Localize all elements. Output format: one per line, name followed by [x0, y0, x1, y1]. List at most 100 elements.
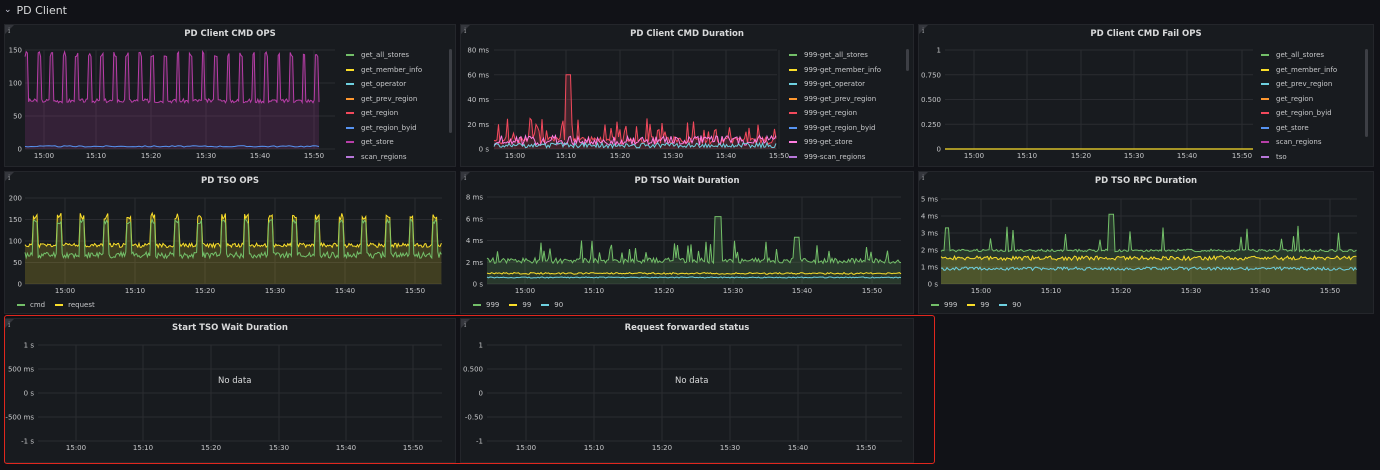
- y-tick-label: 1 ms: [921, 264, 938, 272]
- legend-item[interactable]: 99: [967, 301, 989, 309]
- legend-item[interactable]: get_all_stores: [346, 48, 422, 63]
- legend-item[interactable]: 90: [999, 301, 1021, 309]
- legend-label: get_store: [1276, 123, 1309, 132]
- grid: [25, 197, 442, 285]
- legend-item[interactable]: request: [55, 301, 95, 309]
- legend-item[interactable]: get_store: [1261, 121, 1337, 136]
- info-icon[interactable]: i: [8, 174, 11, 182]
- panel-title[interactable]: PD TSO RPC Duration: [1094, 176, 1198, 186]
- legend-label: 99: [980, 301, 990, 309]
- legend-item[interactable]: 90: [541, 301, 563, 309]
- panel-title[interactable]: PD Client CMD Duration: [630, 29, 744, 39]
- info-icon[interactable]: i: [8, 27, 11, 35]
- panel-title[interactable]: PD Client CMD Fail OPS: [1090, 29, 1202, 39]
- x-tick-label: 15:00: [34, 152, 54, 160]
- chart-area[interactable]: 8 ms 6 ms 4 ms 2 ms 0 s 15:00 15:10 15:20 15:30 1…: [461, 172, 915, 315]
- panel-title[interactable]: Start TSO Wait Duration: [172, 323, 288, 333]
- x-tick-label: 15:50: [856, 444, 876, 452]
- legend-item[interactable]: 999: [473, 301, 499, 309]
- y-tick-label: 0 s: [928, 281, 939, 289]
- panel-start-tso-wait-duration[interactable]: i Start TSO Wait Duration 1 s 500 ms 0 s -5…: [4, 318, 456, 463]
- info-icon[interactable]: i: [922, 27, 925, 35]
- panel-title[interactable]: PD TSO Wait Duration: [634, 176, 740, 186]
- legend-scrollbar[interactable]: [449, 49, 452, 133]
- y-tick-label: 1: [479, 342, 483, 350]
- panel-corner: [919, 172, 928, 181]
- panel-pd-tso-rpc-duration[interactable]: i PD TSO RPC Duration 5 ms 4 ms 3 ms 2 ms 1 …: [918, 171, 1374, 314]
- chart-area[interactable]: 80 ms 60 ms 40 ms 20 ms 0 s 15:00 15:10 15:20 15…: [461, 25, 915, 168]
- legend-item[interactable]: 999: [931, 301, 957, 309]
- legend-item[interactable]: get_store: [346, 135, 422, 150]
- legend-item[interactable]: get_region: [346, 106, 422, 121]
- panel-title[interactable]: Request forwarded status: [624, 323, 750, 333]
- legend-item[interactable]: get_region_byid: [346, 121, 422, 136]
- series-get-region-area: [25, 51, 319, 149]
- y-tick-label: 4 ms: [466, 237, 483, 245]
- legend-item[interactable]: tso: [1261, 150, 1337, 165]
- info-icon[interactable]: i: [464, 174, 467, 182]
- legend-item[interactable]: 999-get_all_stores: [789, 48, 881, 63]
- legend-item[interactable]: get_region: [1261, 92, 1337, 107]
- chart-area[interactable]: 1 s 500 ms 0 s -500 ms -1 s 15:00 15:10 15:20 15…: [5, 319, 457, 464]
- chart-area[interactable]: 200 150 100 50 0 15:00 15:10 15:20 15:30 15:40 15:…: [5, 172, 457, 315]
- panel-pd-client-cmd-duration[interactable]: i PD Client CMD Duration 80 ms 60 ms 40 ms…: [460, 24, 914, 167]
- legend-label: get_region: [361, 109, 399, 118]
- legend-item[interactable]: get_prev_region: [1261, 77, 1337, 92]
- panel-request-forwarded-status[interactable]: i Request forwarded status 1 0.500 0 -0.50 -…: [460, 318, 914, 463]
- series-999: [940, 213, 1357, 253]
- info-icon[interactable]: i: [8, 321, 11, 329]
- x-tick-label: 15:00: [516, 444, 536, 452]
- legend-item[interactable]: 999-get_operator: [789, 77, 881, 92]
- x-tick-label: 15:20: [141, 152, 161, 160]
- y-tick-label: 500 ms: [8, 366, 34, 374]
- legend-item[interactable]: scan_regions: [346, 150, 422, 165]
- legend-label: get_region: [1276, 94, 1314, 103]
- legend-scrollbar[interactable]: [906, 49, 909, 71]
- legend-item[interactable]: get_region_byid: [1261, 106, 1337, 121]
- chevron-down-icon[interactable]: ⌄: [4, 5, 12, 15]
- y-tick-label: 0.500: [921, 96, 941, 104]
- y-tick-label: 5 ms: [921, 196, 938, 204]
- y-tick-label: 0: [479, 390, 483, 398]
- panel-pd-tso-wait-duration[interactable]: i PD TSO Wait Duration 8 ms 6 ms 4 ms 2 ms 0…: [460, 171, 914, 314]
- panel-pd-client-cmd-fail-ops[interactable]: i PD Client CMD Fail OPS 1 0.750 0.500 0.25…: [918, 24, 1374, 167]
- legend-item[interactable]: get_operator: [346, 77, 422, 92]
- chart-area[interactable]: 1 0.500 0 -0.50 -1 15:00 15:10 15:20 15:30 15:40 1…: [461, 319, 915, 464]
- legend-item[interactable]: scan_regions: [1261, 135, 1337, 150]
- legend-item[interactable]: get_member_info: [346, 63, 422, 78]
- x-tick-label: 15:50: [403, 444, 423, 452]
- legend-swatch: [789, 141, 797, 144]
- panel-title[interactable]: PD TSO OPS: [201, 176, 259, 186]
- legend-label: get_member_info: [361, 65, 423, 74]
- legend-item[interactable]: 999-scan_regions: [789, 150, 881, 165]
- series-999: [486, 216, 902, 265]
- legend-swatch: [789, 126, 797, 129]
- legend-item[interactable]: get_all_stores: [1261, 48, 1337, 63]
- legend-item[interactable]: cmd: [17, 301, 45, 309]
- legend-scrollbar[interactable]: [1365, 49, 1368, 137]
- row-header-pd-client[interactable]: ⌄ PD Client: [0, 0, 1380, 20]
- y-tick-label: 6 ms: [466, 215, 483, 223]
- y-tick-label: 4 ms: [921, 213, 938, 221]
- legend-swatch: [346, 141, 354, 144]
- panel-pd-tso-ops[interactable]: i PD TSO OPS 200 150 100 50 0 15:00 15:10 15:20…: [4, 171, 456, 314]
- panel-title[interactable]: PD Client CMD OPS: [184, 29, 276, 39]
- chart-area[interactable]: 5 ms 4 ms 3 ms 2 ms 1 ms 0 s 15:00 15:10 15:20 15…: [919, 172, 1375, 315]
- x-tick-label: 15:30: [1124, 152, 1144, 160]
- chart-area[interactable]: 150 100 50 0 15:00 15:10 15:20 15:30 15:40 15:50: [5, 25, 457, 168]
- legend-item[interactable]: 999-get_member_info: [789, 63, 881, 78]
- legend-item[interactable]: 999-get_prev_region: [789, 92, 881, 107]
- chart-area[interactable]: 1 0.750 0.500 0.250 0 15:00 15:10 15:20 15:30 15:…: [919, 25, 1375, 168]
- legend-item[interactable]: 99: [509, 301, 531, 309]
- legend-item[interactable]: 999-get_region_byid: [789, 121, 881, 136]
- legend-item[interactable]: 999-get_region: [789, 106, 881, 121]
- legend-item[interactable]: get_prev_region: [346, 92, 422, 107]
- info-icon[interactable]: i: [464, 27, 467, 35]
- legend-label: get_prev_region: [361, 94, 418, 103]
- info-icon[interactable]: i: [464, 321, 467, 329]
- legend-swatch: [509, 304, 518, 306]
- info-icon[interactable]: i: [922, 174, 925, 182]
- legend-item[interactable]: 999-get_store: [789, 135, 881, 150]
- legend-item[interactable]: get_member_info: [1261, 63, 1337, 78]
- panel-pd-client-cmd-ops[interactable]: i PD Client CMD OPS 150 100 50 0 15:00 15:10 1…: [4, 24, 456, 167]
